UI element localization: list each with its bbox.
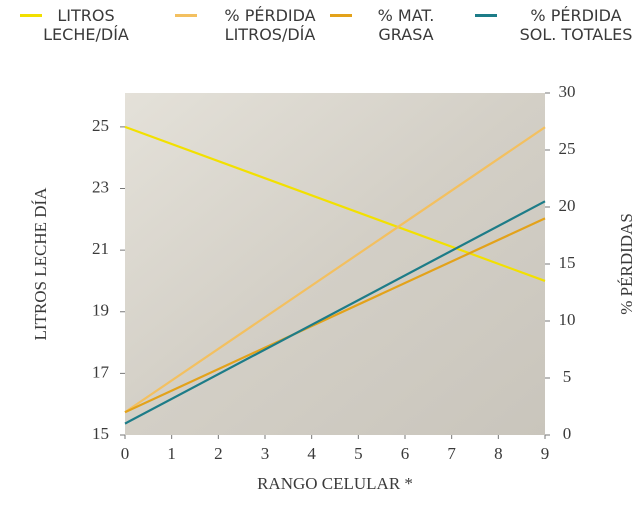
legend-label: LITROS LECHE/DÍA bbox=[43, 6, 129, 44]
x-tick-label: 1 bbox=[167, 444, 176, 463]
series-line bbox=[124, 126, 546, 414]
legend-swatch bbox=[475, 14, 497, 17]
y-tick-label: 19 bbox=[92, 301, 109, 320]
y2-tick-label: 15 bbox=[559, 253, 576, 272]
legend-label: % PÉRDIDA SOL. TOTALES bbox=[519, 6, 633, 44]
y2-tick-label: 10 bbox=[559, 310, 576, 329]
y2-axis-label: % PÉRDIDAS bbox=[617, 213, 636, 315]
x-tick-label: 3 bbox=[261, 444, 270, 463]
legend-swatch bbox=[175, 14, 197, 17]
y2-tick-label: 0 bbox=[563, 424, 572, 443]
y-tick-label: 21 bbox=[92, 239, 109, 258]
y2-tick-label: 20 bbox=[559, 196, 576, 215]
y-tick-label: 15 bbox=[92, 424, 109, 443]
series-line bbox=[124, 217, 546, 414]
y2-tick-label: 5 bbox=[563, 367, 572, 386]
legend: LITROS LECHE/DÍA % PÉRDIDA LITROS/DÍA % MA… bbox=[0, 6, 639, 66]
x-tick-label: 8 bbox=[494, 444, 503, 463]
legend-label: % PÉRDIDA LITROS/DÍA bbox=[224, 6, 316, 44]
x-tick-label: 6 bbox=[401, 444, 410, 463]
x-tick-label: 9 bbox=[541, 444, 550, 463]
y-axis-label: LITROS LECHE DÍA bbox=[31, 187, 50, 341]
x-tick-label: 2 bbox=[214, 444, 223, 463]
series-line bbox=[124, 125, 546, 282]
x-axis-label: RANGO CELULAR * bbox=[257, 474, 413, 493]
legend-swatch bbox=[330, 14, 352, 17]
plot-background bbox=[125, 93, 545, 435]
x-tick-label: 5 bbox=[354, 444, 363, 463]
legend-label: % MAT. GRASA bbox=[377, 6, 435, 44]
x-tick-label: 7 bbox=[447, 444, 456, 463]
legend-swatch bbox=[20, 14, 42, 17]
x-tick-label: 4 bbox=[307, 444, 316, 463]
y2-tick-label: 30 bbox=[559, 82, 576, 101]
series-line bbox=[124, 200, 546, 425]
y-tick-label: 17 bbox=[92, 362, 110, 381]
y2-tick-label: 25 bbox=[559, 139, 576, 158]
y-tick-label: 25 bbox=[92, 116, 109, 135]
x-tick-label: 0 bbox=[121, 444, 130, 463]
y-tick-label: 23 bbox=[92, 177, 109, 196]
